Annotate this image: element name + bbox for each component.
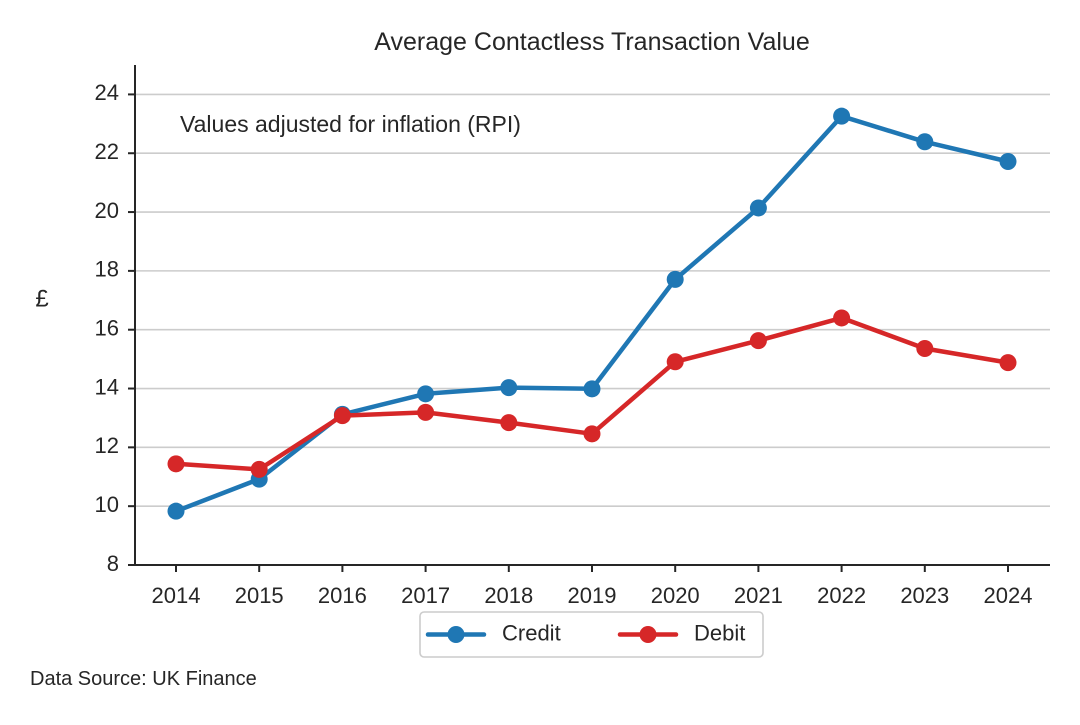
data-point-debit <box>916 340 934 358</box>
data-point-debit <box>666 353 684 371</box>
x-tick-label: 2021 <box>734 583 783 608</box>
y-tick-label: 20 <box>95 198 119 223</box>
data-source-note: Data Source: UK Finance <box>30 668 257 690</box>
legend-label: Debit <box>694 620 745 645</box>
y-tick-label: 22 <box>95 139 119 164</box>
chart-title: Average Contactless Transaction Value <box>374 28 809 56</box>
data-point-debit <box>333 407 351 425</box>
x-tick-label: 2024 <box>984 583 1033 608</box>
x-tick-label: 2022 <box>817 583 866 608</box>
legend-swatch-marker <box>639 626 657 643</box>
series-debit <box>167 309 1017 478</box>
data-point-debit <box>583 425 601 443</box>
data-point-debit <box>500 414 518 432</box>
y-tick-label: 24 <box>95 80 119 105</box>
x-tick-label: 2015 <box>235 583 284 608</box>
data-point-credit <box>916 133 934 151</box>
data-point-debit <box>250 460 268 478</box>
data-point-credit <box>666 270 684 288</box>
legend: Credit Debit <box>419 611 764 658</box>
data-point-debit <box>999 354 1017 372</box>
data-point-debit <box>167 455 185 473</box>
x-tick-label: 2023 <box>900 583 949 608</box>
y-axis-label: £ <box>35 285 48 312</box>
legend-entry-debit: Debit <box>617 620 745 645</box>
x-tick-label: 2020 <box>651 583 700 608</box>
data-point-credit <box>833 107 851 125</box>
data-point-debit <box>417 403 435 421</box>
y-tick-label: 10 <box>95 492 119 517</box>
y-tick-label: 18 <box>95 257 119 282</box>
x-tick-label: 2018 <box>484 583 533 608</box>
series-credit <box>167 107 1017 520</box>
data-point-credit <box>749 199 767 217</box>
legend-swatch-marker <box>447 626 465 643</box>
y-tick-label: 14 <box>95 374 119 399</box>
y-tick-label: 12 <box>95 433 119 458</box>
legend-entry-credit: Credit <box>425 620 561 645</box>
data-point-credit <box>500 379 518 397</box>
y-tick-label: 8 <box>107 551 119 576</box>
gridlines <box>135 93 1050 507</box>
inflation-annotation: Values adjusted for inflation (RPI) <box>180 111 521 137</box>
y-tick-label: 16 <box>95 316 119 341</box>
data-point-credit <box>167 502 185 520</box>
series-layer <box>167 107 1017 520</box>
x-tick-label: 2014 <box>152 583 201 608</box>
x-tick-label: 2019 <box>568 583 617 608</box>
data-point-credit <box>583 380 601 398</box>
data-point-credit <box>999 152 1017 170</box>
x-tick-label: 2017 <box>401 583 450 608</box>
legend-label: Credit <box>502 620 561 645</box>
legend-frame <box>419 611 764 658</box>
series-line-credit <box>173 113 1011 514</box>
data-point-debit <box>749 332 767 350</box>
data-point-credit <box>417 385 435 403</box>
data-point-debit <box>833 309 851 327</box>
x-tick-label: 2016 <box>318 583 367 608</box>
